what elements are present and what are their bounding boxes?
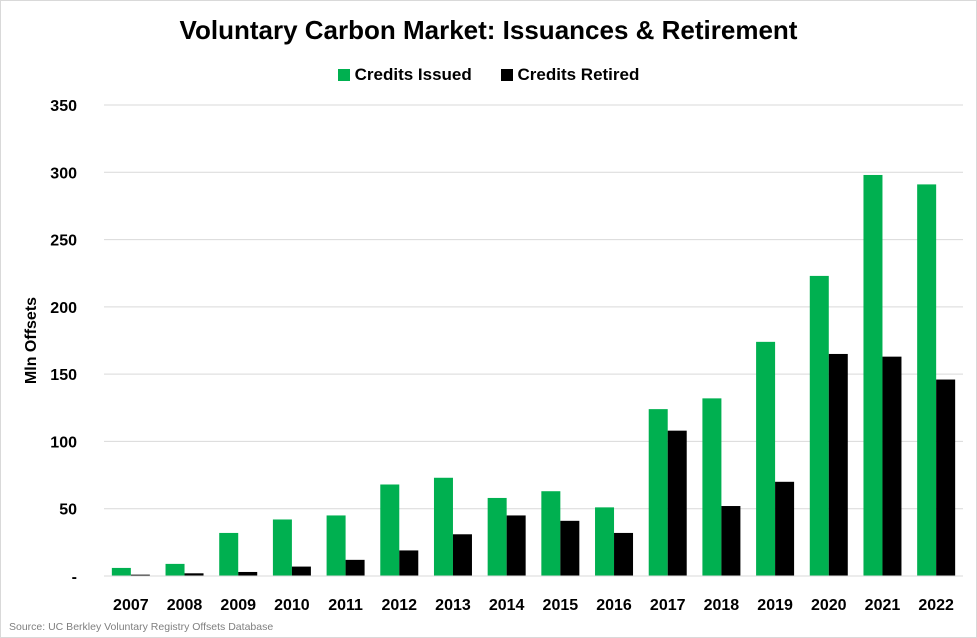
bar-retired [721,506,741,576]
x-tick-label: 2012 [381,597,417,614]
bar-issued [272,519,292,576]
bar-issued [648,409,668,576]
bar-retired [130,574,150,576]
bar-retired [560,520,580,576]
bar-issued [595,507,615,576]
x-tick-label: 2007 [113,597,149,614]
y-tick-label: 100 [50,434,77,451]
bar-issued [756,341,776,576]
bar-issued [326,515,346,576]
x-tick-label: 2020 [811,597,847,614]
bar-issued [433,477,453,576]
y-tick-label: 200 [50,300,77,317]
x-tick-label: 2009 [220,597,256,614]
bar-retired [775,481,795,576]
bar-issued [917,184,937,576]
bar-issued [863,174,883,576]
legend-item-retired: Credits Retired [500,65,640,85]
bar-issued [702,398,722,576]
x-tick-label: 2016 [596,597,632,614]
x-tick-label: 2017 [650,597,686,614]
x-tick-label: 2015 [543,597,579,614]
bar-retired [238,571,258,576]
y-tick-label: - [72,569,77,586]
bar-issued [487,497,507,576]
y-tick-label: 350 [50,98,77,115]
bar-issued [380,484,400,576]
legend-label-issued: Credits Issued [354,65,472,84]
bar-retired [506,515,526,576]
bar-retired [614,532,634,576]
bar-retired [452,534,472,576]
source-note: Source: UC Berkley Voluntary Registry Of… [9,621,274,633]
x-tick-label: 2014 [489,597,525,614]
legend-label-retired: Credits Retired [517,65,640,84]
bar-retired [936,379,956,576]
bar-retired [184,573,204,576]
y-tick-label: 250 [50,233,77,250]
bar-retired [667,430,687,576]
bar-retired [399,550,419,576]
bar-issued [541,491,561,576]
chart-legend: Credits Issued Credits Retired [1,65,976,85]
bar-issued [111,567,131,576]
x-tick-label: 2021 [865,597,901,614]
x-tick-label: 2008 [167,597,203,614]
legend-swatch-issued [337,69,350,81]
y-axis-label: Mln Offsets [23,297,40,384]
y-tick-label: 300 [50,165,77,182]
bar-retired [291,566,311,576]
x-tick-label: 2022 [918,597,954,614]
x-tick-label: 2011 [328,597,363,614]
bar-issued [219,532,239,576]
bar-issued [165,563,185,576]
chart-title: Voluntary Carbon Market: Issuances & Ret… [179,15,798,45]
legend-swatch-retired [500,69,513,81]
bar-retired [882,356,902,576]
x-tick-label: 2010 [274,597,310,614]
bar-retired [345,559,365,576]
y-tick-label: 150 [50,367,77,384]
y-tick-label: 50 [59,502,77,519]
x-tick-label: 2019 [757,597,793,614]
bar-retired [828,353,848,576]
x-tick-label: 2018 [704,597,740,614]
bar-issued [809,275,829,576]
legend-item-issued: Credits Issued [337,65,472,85]
x-tick-label: 2013 [435,597,471,614]
